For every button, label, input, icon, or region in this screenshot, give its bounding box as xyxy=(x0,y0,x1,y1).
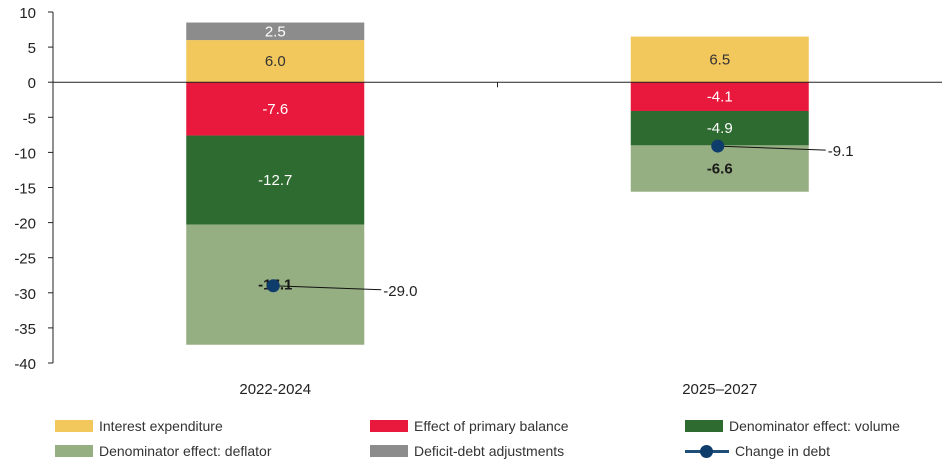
y-tick-label: -15 xyxy=(14,181,36,198)
bar-denominator-effect-deflator-2 xyxy=(630,145,809,192)
y-tick-label: -30 xyxy=(14,286,36,303)
legend-item-denominator-effect-volume: Denominator effect: volume xyxy=(685,416,900,436)
legend-item-deficit-debt-adjustments: Deficit-debt adjustments xyxy=(370,441,564,461)
data-label-interest-expenditure-2: 6.5 xyxy=(709,51,730,68)
data-label-denominator-effect-deflator-2: -6.6 xyxy=(707,161,733,178)
bar-denominator-effect-volume-2 xyxy=(630,110,809,146)
y-tick-label: -40 xyxy=(14,356,36,373)
data-label-denominator-effect-volume-1: -12.7 xyxy=(258,172,292,189)
x-tick-label-1: 2022-2024 xyxy=(239,381,311,398)
bar-deficit-debt-adjustments-1 xyxy=(186,22,365,41)
bar-interest-expenditure-1 xyxy=(186,40,365,83)
legend-item-interest-expenditure: Interest expenditure xyxy=(55,416,223,436)
legend-item-change-in-debt: Change in debt xyxy=(685,441,830,461)
chart-plot: 6.0-7.6-12.7-17.12.56.5-4.1-4.9-6.61050-… xyxy=(14,5,942,398)
bar-effect-of-primary-balance-2 xyxy=(630,82,809,111)
change-in-debt-label-2: -9.1 xyxy=(828,143,854,160)
legend-swatch-change-in-debt xyxy=(685,441,729,461)
x-tick-label-2: 2025–2027 xyxy=(682,381,757,398)
legend-label-interest-expenditure: Interest expenditure xyxy=(99,418,223,434)
legend-swatch-deficit-debt-adjustments xyxy=(370,445,408,457)
data-label-effect-of-primary-balance-1: -7.6 xyxy=(262,101,288,118)
y-tick-label: -20 xyxy=(14,216,36,233)
bar-effect-of-primary-balance-1 xyxy=(186,82,365,136)
y-tick-label: -5 xyxy=(23,110,36,127)
legend-label-effect-of-primary-balance: Effect of primary balance xyxy=(414,418,569,434)
legend-item-denominator-effect-deflator: Denominator effect: deflator xyxy=(55,441,272,461)
bar-denominator-effect-volume-1 xyxy=(186,135,365,225)
y-tick-label: -35 xyxy=(14,321,36,338)
y-tick-label: -25 xyxy=(14,251,36,268)
data-label-interest-expenditure-1: 6.0 xyxy=(265,53,286,70)
legend-item-effect-of-primary-balance: Effect of primary balance xyxy=(370,416,569,436)
change-in-debt-label-1: -29.0 xyxy=(383,283,417,300)
y-tick-label: -10 xyxy=(14,145,36,162)
change-in-debt-leader-2 xyxy=(717,145,826,151)
data-label-denominator-effect-volume-2: -4.9 xyxy=(707,120,733,137)
bar-interest-expenditure-2 xyxy=(630,36,809,83)
legend-swatch-interest-expenditure xyxy=(55,420,93,432)
legend-swatch-denominator-effect-volume xyxy=(685,420,723,432)
change-in-debt-point-2 xyxy=(711,139,725,153)
legend-swatch-effect-of-primary-balance xyxy=(370,420,408,432)
y-tick-label: 0 xyxy=(28,75,36,92)
y-tick-label: 5 xyxy=(28,40,36,57)
change-in-debt-leader-1 xyxy=(273,285,382,291)
change-in-debt-point-1 xyxy=(266,279,280,293)
data-label-deficit-debt-adjustments-1: 2.5 xyxy=(265,23,286,40)
legend-label-denominator-effect-volume: Denominator effect: volume xyxy=(729,418,900,434)
legend: Interest expenditure Effect of primary b… xyxy=(0,412,946,464)
y-tick-label: 10 xyxy=(19,5,36,22)
legend-swatch-denominator-effect-deflator xyxy=(55,445,93,457)
legend-label-deficit-debt-adjustments: Deficit-debt adjustments xyxy=(414,443,565,459)
legend-label-denominator-effect-deflator: Denominator effect: deflator xyxy=(99,443,272,459)
data-label-effect-of-primary-balance-2: -4.1 xyxy=(707,89,733,106)
legend-label-change-in-debt: Change in debt xyxy=(735,443,830,459)
